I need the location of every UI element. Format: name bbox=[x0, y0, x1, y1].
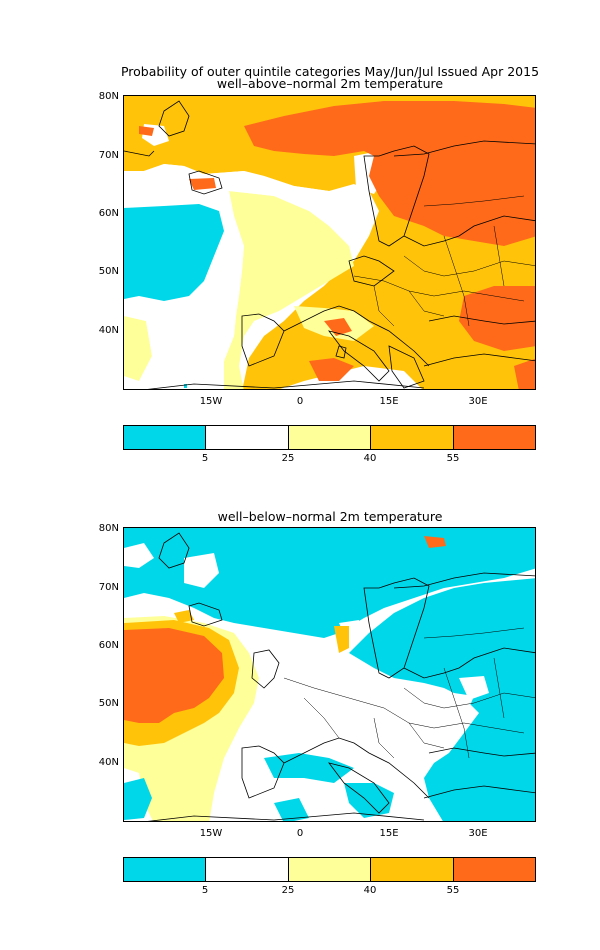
colorbar-swatch bbox=[287, 858, 371, 881]
map-below-normal bbox=[123, 527, 536, 822]
lon-label: 15W bbox=[199, 396, 223, 407]
lon-label: 15W bbox=[199, 828, 223, 839]
map-above-normal-field bbox=[124, 96, 535, 389]
lat-label: 50N bbox=[98, 698, 119, 709]
colorbar-swatch bbox=[124, 858, 206, 881]
colorbar-swatch bbox=[205, 426, 288, 449]
colorbar-tick: 5 bbox=[201, 885, 209, 896]
colorbar-tick: 5 bbox=[201, 453, 209, 464]
lon-label: 15E bbox=[379, 396, 399, 407]
lon-label: 0 bbox=[296, 396, 304, 407]
colorbar-swatch bbox=[287, 426, 371, 449]
colorbar-below bbox=[123, 857, 536, 882]
colorbar-tick: 40 bbox=[363, 453, 377, 464]
lon-label: 0 bbox=[296, 828, 304, 839]
colorbar-tick: 55 bbox=[446, 453, 460, 464]
colorbar-tick: 55 bbox=[446, 885, 460, 896]
lat-label: 40N bbox=[98, 325, 119, 336]
colorbar-swatch bbox=[205, 858, 288, 881]
panel-1-subtitle: well–above–normal 2m temperature bbox=[216, 76, 444, 91]
colorbar-swatch bbox=[370, 858, 453, 881]
colorbar-tick: 25 bbox=[281, 885, 295, 896]
colorbar-swatch bbox=[370, 426, 453, 449]
lat-label: 80N bbox=[98, 523, 119, 534]
lat-label: 40N bbox=[98, 757, 119, 768]
lon-label: 30E bbox=[468, 396, 488, 407]
colorbar-tick: 25 bbox=[281, 453, 295, 464]
lon-label: 30E bbox=[468, 828, 488, 839]
colorbar-tick: 40 bbox=[363, 885, 377, 896]
lon-label: 15E bbox=[379, 828, 399, 839]
panel-2-subtitle: well–below–normal 2m temperature bbox=[217, 509, 443, 524]
lat-label: 60N bbox=[98, 640, 119, 651]
colorbar-swatch bbox=[124, 426, 206, 449]
lat-label: 50N bbox=[98, 266, 119, 277]
lat-label: 60N bbox=[98, 208, 119, 219]
lat-label: 70N bbox=[98, 150, 119, 161]
map-below-normal-field bbox=[124, 528, 535, 821]
colorbar-swatch bbox=[452, 858, 536, 881]
colorbar-swatch bbox=[452, 426, 536, 449]
lat-label: 70N bbox=[98, 582, 119, 593]
colorbar-above bbox=[123, 425, 536, 450]
figure-title: Probability of outer quintile categories… bbox=[120, 64, 540, 79]
map-above-normal bbox=[123, 95, 536, 390]
lat-label: 80N bbox=[98, 91, 119, 102]
